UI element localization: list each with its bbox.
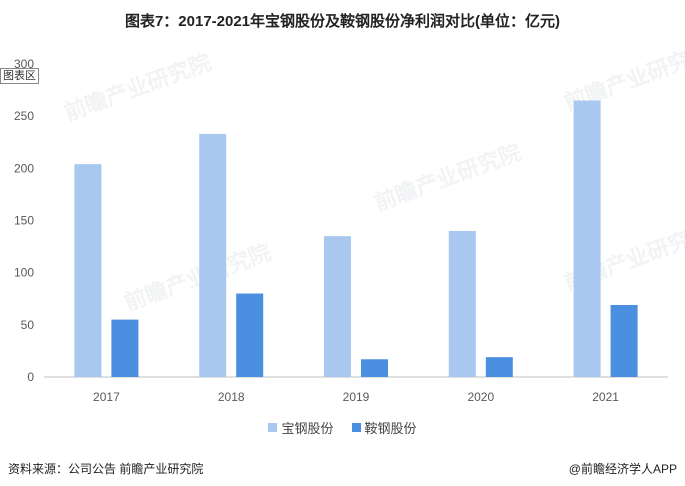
- legend-item-series2[interactable]: 鞍钢股份: [351, 418, 417, 437]
- y-tick-label: 300: [14, 57, 34, 71]
- bar-series1-2019: [324, 236, 351, 377]
- bar-series2-2020: [485, 357, 513, 377]
- legend-label-series2: 鞍钢股份: [364, 421, 417, 436]
- legend-swatch-series1: [268, 423, 278, 432]
- source-note: 资料来源：公司公告 前瞻产业研究院: [8, 462, 204, 476]
- legend-swatch-series2: [351, 423, 361, 432]
- chart-area-label: 图表区: [0, 68, 39, 84]
- x-tick-label: 2019: [343, 390, 370, 404]
- x-tick-label: 2020: [467, 390, 494, 404]
- y-tick-label: 0: [27, 370, 34, 384]
- chart-title: 图表7：2017-2021年宝钢股份及鞍钢股份净利润对比(单位：亿元): [124, 13, 561, 30]
- bar-series1-2017: [74, 164, 102, 377]
- legend-item-series1[interactable]: 宝钢股份: [268, 418, 334, 437]
- x-tick-label: 2017: [93, 390, 120, 404]
- y-tick-label: 100: [14, 266, 34, 280]
- legend-label-series1: 宝钢股份: [281, 421, 334, 436]
- bar-series2-2017: [111, 319, 139, 377]
- y-tick-label: 250: [14, 109, 34, 123]
- brand-note: @前瞻经济学人APP: [568, 462, 677, 476]
- x-tick-label: 2021: [592, 390, 619, 404]
- bar-series1-2021: [573, 100, 601, 378]
- bar-series2-2019: [361, 359, 388, 377]
- x-tick-label: 2018: [218, 390, 245, 404]
- bar-series2-2021: [610, 305, 638, 377]
- y-tick-label: 200: [14, 161, 34, 175]
- y-tick-label: 50: [21, 318, 35, 332]
- y-tick-label: 150: [14, 214, 34, 228]
- legend: 宝钢股份 鞍钢股份: [0, 418, 685, 437]
- bar-series2-2018: [236, 293, 264, 377]
- bar-series1-2020: [448, 230, 476, 377]
- bar-series1-2018: [199, 133, 227, 377]
